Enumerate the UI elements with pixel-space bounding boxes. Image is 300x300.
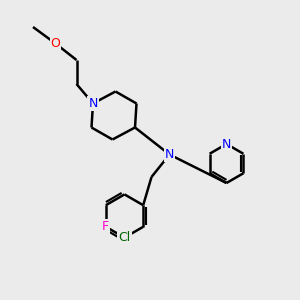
Text: Cl: Cl [118,231,130,244]
Text: F: F [102,220,110,233]
Text: O: O [51,37,60,50]
Text: N: N [165,148,174,161]
Text: N: N [88,97,98,110]
Text: N: N [222,137,231,151]
